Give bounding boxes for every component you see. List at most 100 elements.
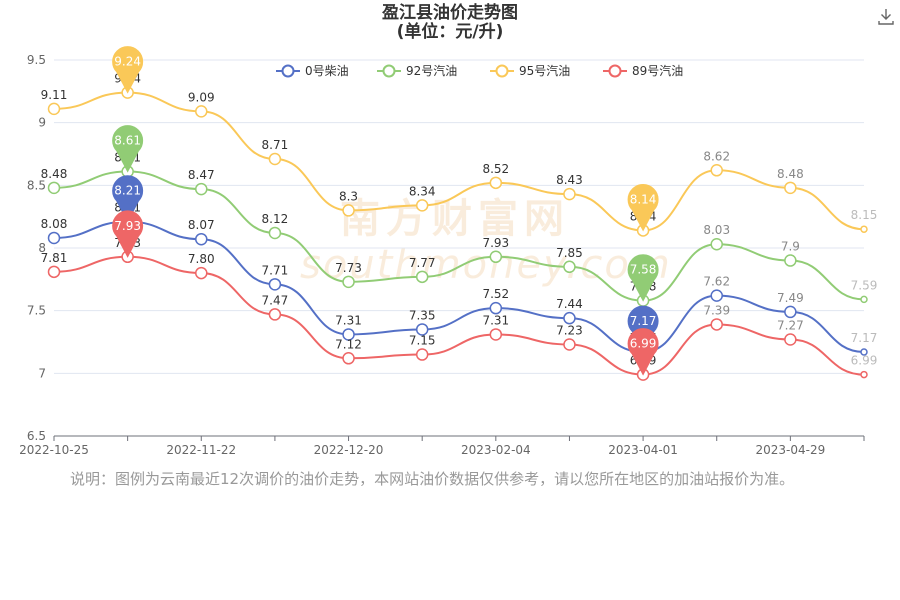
data-label: 8.71 xyxy=(262,138,289,152)
data-point[interactable] xyxy=(47,265,61,279)
data-point[interactable] xyxy=(784,181,797,195)
x-tick-label: 2023-02-04 xyxy=(461,443,531,457)
data-label: 7.31 xyxy=(335,313,362,327)
data-point[interactable] xyxy=(860,225,868,233)
data-label: 7.12 xyxy=(335,337,362,351)
data-label: 7.17 xyxy=(851,331,878,345)
data-point[interactable] xyxy=(563,187,576,201)
data-point[interactable] xyxy=(195,266,208,280)
y-tick-label: 6.5 xyxy=(27,429,46,443)
data-point[interactable] xyxy=(342,328,355,341)
data-point[interactable] xyxy=(342,204,355,217)
data-label: 8.47 xyxy=(188,168,215,182)
data-point[interactable] xyxy=(195,182,208,196)
min-pin-3-shape xyxy=(627,328,659,376)
max-pin-2-label: 9.24 xyxy=(114,55,141,69)
data-label: 7.62 xyxy=(703,275,730,289)
data-label: 7.71 xyxy=(262,263,289,277)
max-pin-0[interactable]: 8.21 xyxy=(112,175,144,223)
data-point[interactable] xyxy=(268,226,282,240)
max-pin-2[interactable]: 9.24 xyxy=(112,46,144,94)
data-point[interactable] xyxy=(784,254,797,267)
y-tick-label: 7 xyxy=(38,366,46,380)
data-point[interactable] xyxy=(268,308,282,321)
data-point[interactable] xyxy=(47,102,61,116)
data-label: 8.15 xyxy=(851,208,878,222)
data-point[interactable] xyxy=(860,295,868,304)
data-label: 8.12 xyxy=(262,212,289,226)
legend-marker xyxy=(281,64,295,78)
data-label: 8.34 xyxy=(409,184,436,198)
max-pin-1-label: 8.61 xyxy=(114,134,141,148)
data-point[interactable] xyxy=(563,260,576,274)
data-point[interactable] xyxy=(268,278,282,291)
legend-item-3[interactable]: 89号汽油 xyxy=(603,63,683,78)
legend-item-0[interactable]: 0号柴油 xyxy=(276,64,349,78)
data-point[interactable] xyxy=(710,164,723,177)
chart-subtitle: (单位：元/升) xyxy=(396,22,504,42)
data-point[interactable] xyxy=(47,181,61,195)
x-tick-label: 2023-04-01 xyxy=(608,443,678,457)
max-pin-1[interactable]: 8.61 xyxy=(112,125,144,173)
x-tick-label: 2023-04-29 xyxy=(755,443,825,457)
data-point[interactable] xyxy=(415,270,429,284)
legend-item-2[interactable]: 95号汽油 xyxy=(490,63,570,78)
min-pin-2[interactable]: 8.14 xyxy=(627,184,659,232)
data-label: 7.49 xyxy=(777,291,804,305)
min-pin-1[interactable]: 7.58 xyxy=(627,254,659,302)
max-pin-2-shape xyxy=(112,46,144,94)
chart-title: 盈江县油价走势图 xyxy=(382,3,518,23)
data-point[interactable] xyxy=(710,289,723,302)
data-point[interactable] xyxy=(489,176,503,190)
data-point[interactable] xyxy=(710,318,723,331)
legend-label: 92号汽油 xyxy=(406,63,457,78)
data-point[interactable] xyxy=(710,237,723,251)
max-pin-1-shape xyxy=(112,125,144,173)
data-label: 8.48 xyxy=(777,167,804,181)
y-tick-label: 8 xyxy=(38,241,46,255)
y-tick-label: 9.5 xyxy=(27,53,46,67)
legend: 0号柴油 92号汽油 95号汽油 89号汽油 xyxy=(276,63,683,78)
y-tick-label: 9 xyxy=(38,116,46,130)
min-pin-3[interactable]: 6.99 xyxy=(627,328,659,376)
data-point[interactable] xyxy=(342,275,355,289)
watermark-en: southmoney.com xyxy=(300,242,672,288)
data-label: 7.23 xyxy=(556,324,583,338)
data-point[interactable] xyxy=(415,348,429,361)
max-pin-3[interactable]: 7.93 xyxy=(112,210,144,258)
data-point[interactable] xyxy=(489,250,503,264)
min-pin-3-label: 6.99 xyxy=(630,337,657,351)
data-point[interactable] xyxy=(784,305,797,319)
data-point[interactable] xyxy=(489,301,503,315)
data-point[interactable] xyxy=(415,323,429,336)
min-pin-2-shape xyxy=(627,184,659,232)
data-label: 8.43 xyxy=(556,173,583,187)
data-point[interactable] xyxy=(563,338,576,351)
data-point[interactable] xyxy=(784,333,797,346)
min-pin-1-label: 7.58 xyxy=(630,263,657,277)
data-label: 7.85 xyxy=(556,246,583,260)
data-label: 8.03 xyxy=(703,223,730,237)
data-label: 7.47 xyxy=(262,293,289,307)
data-point[interactable] xyxy=(195,105,208,118)
data-point[interactable] xyxy=(860,370,868,379)
data-label: 7.73 xyxy=(335,261,362,275)
min-pin-1-shape xyxy=(627,254,659,302)
data-label: 9.09 xyxy=(188,90,215,104)
data-point[interactable] xyxy=(860,348,868,356)
data-point[interactable] xyxy=(415,199,429,212)
data-point[interactable] xyxy=(268,152,282,166)
data-point[interactable] xyxy=(47,231,61,245)
data-point[interactable] xyxy=(342,352,355,365)
data-label: 8.62 xyxy=(703,149,730,163)
data-point[interactable] xyxy=(489,328,503,341)
legend-label: 89号汽油 xyxy=(632,63,683,78)
data-point[interactable] xyxy=(195,232,208,246)
data-label: 6.99 xyxy=(851,354,878,368)
data-label: 7.59 xyxy=(851,278,878,292)
max-pin-3-label: 7.93 xyxy=(114,219,141,233)
legend-item-1[interactable]: 92号汽油 xyxy=(377,63,457,78)
data-point[interactable] xyxy=(563,311,576,325)
download-icon[interactable] xyxy=(876,6,896,26)
